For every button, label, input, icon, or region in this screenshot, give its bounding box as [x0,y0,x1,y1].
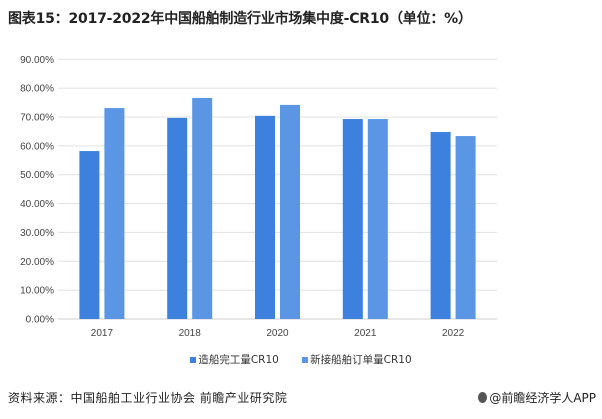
legend-label: 造船完工量CR10 [198,354,279,366]
legend-label: 新接船舶订单量CR10 [310,354,412,366]
legend-swatch [302,356,309,363]
bar-2021-series-1 [367,119,388,319]
y-tick-label: 70.00% [20,113,54,124]
bar-2017-series-0 [79,151,100,319]
bar-2017-series-1 [104,108,125,319]
legend-swatch [190,356,197,363]
y-tick-label: 40.00% [20,199,54,210]
y-tick-label: 60.00% [20,141,54,152]
bar-2018-series-0 [167,117,188,320]
y-tick-label: 10.00% [20,286,54,297]
legend-item: 新接船舶订单量CR10 [302,352,412,367]
bar-2020-series-0 [255,115,275,319]
bar-2021-series-0 [342,119,363,319]
bar-2020-series-1 [280,104,300,319]
legend-item: 造船完工量CR10 [190,352,279,367]
bar-2018-series-1 [192,97,213,319]
bar-2022-series-1 [455,136,476,319]
y-tick-label: 80.00% [20,84,54,95]
source-note: 资料来源：中国船舶工业行业协会 前瞻产业研究院 [8,391,288,405]
y-tick-label: 30.00% [20,228,54,239]
x-tick-label: 2018 [179,328,202,339]
brand-text: @前瞻经济学人APP [489,391,596,405]
y-tick-label: 20.00% [20,257,54,268]
x-tick-label: 2020 [266,328,289,339]
chart-title: 图表15：2017-2022年中国船舶制造行业市场集中度-CR10（单位：%） [8,11,472,27]
x-tick-label: 2022 [442,328,465,339]
brand-credit: @前瞻经济学人APP [478,389,596,406]
legend: 造船完工量CR10 新接船舶订单量CR10 [0,352,602,367]
x-tick-label: 2017 [91,328,114,339]
y-tick-label: 90.00% [20,55,54,66]
x-tick-label: 2021 [354,328,377,339]
y-tick-label: 0.00% [26,315,54,326]
bar-2022-series-0 [430,132,451,319]
y-tick-label: 50.00% [20,170,54,181]
brand-logo-icon [478,392,488,403]
